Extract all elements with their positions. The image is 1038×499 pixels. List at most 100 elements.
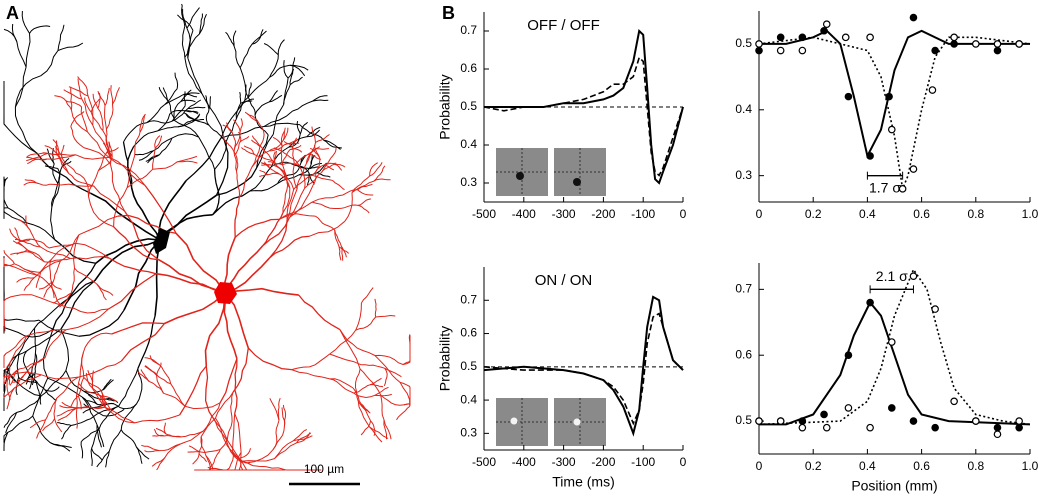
- dendrite: [263, 213, 284, 246]
- dendrite: [105, 407, 135, 423]
- y-tick-label: 0.3: [460, 175, 477, 189]
- dendrite: [237, 171, 240, 197]
- dendrite: [201, 418, 215, 437]
- x-tick-label: 1.0: [1022, 207, 1038, 221]
- neuron-drawing: [4, 4, 410, 470]
- dendrite: [339, 247, 341, 260]
- data-point: [951, 398, 957, 404]
- dendrite: [188, 30, 193, 58]
- dendrite: [361, 421, 371, 435]
- dendrite: [35, 328, 36, 353]
- dendrite: [269, 95, 282, 102]
- data-point: [1016, 418, 1022, 424]
- dendrite: [312, 196, 339, 203]
- dendrite: [4, 353, 6, 368]
- dendrite: [361, 288, 373, 303]
- dendrite: [339, 205, 358, 209]
- data-point: [932, 47, 938, 53]
- dendrite: [183, 93, 199, 95]
- y-tick-label: 0.7: [735, 282, 752, 296]
- dendrite: [82, 352, 84, 377]
- dendrite: [147, 121, 172, 123]
- dendrite: [164, 393, 186, 406]
- dendrite: [57, 423, 71, 426]
- dendrite: [215, 422, 240, 461]
- dendrite: [361, 365, 385, 369]
- dendrite: [54, 96, 71, 110]
- dendrite: [102, 379, 111, 390]
- x-tick-label: -200: [591, 455, 615, 469]
- dendrite: [221, 127, 264, 139]
- dendrite: [340, 330, 375, 356]
- inset-spot: [511, 418, 518, 425]
- data-point: [867, 34, 873, 40]
- dendrite: [4, 192, 8, 208]
- dendrite: [186, 138, 221, 180]
- data-point: [973, 418, 979, 424]
- dendrite: [147, 105, 165, 123]
- x-tick-label: 0.6: [913, 459, 930, 473]
- data-point: [994, 41, 1000, 47]
- x-axis-label: Time (ms): [552, 474, 614, 490]
- dendrite: [273, 105, 283, 135]
- dendrite: [8, 208, 27, 223]
- dendrite: [71, 87, 72, 110]
- dendrite: [206, 366, 216, 421]
- x-tick-label: -200: [591, 207, 615, 221]
- dendrite: [53, 261, 60, 282]
- dendrite: [361, 404, 369, 413]
- dendrite: [375, 394, 392, 395]
- dendrite: [186, 111, 198, 113]
- dendrite: [21, 295, 60, 305]
- dendrite: [79, 361, 122, 377]
- dendrite: [84, 148, 111, 165]
- panel-label: B: [442, 3, 455, 23]
- dendrite: [105, 106, 107, 130]
- dendrite: [316, 148, 329, 149]
- x-tick-label: 0: [756, 459, 763, 473]
- dendrite: [310, 221, 345, 236]
- dendrite: [292, 370, 330, 379]
- dendrite: [206, 293, 226, 366]
- dendrite: [7, 265, 38, 276]
- dendrite: [312, 165, 324, 175]
- data-point: [951, 41, 957, 47]
- dendrite: [177, 161, 197, 163]
- dendrite: [119, 369, 138, 406]
- dendrite: [299, 295, 340, 330]
- y-tick-label: 0.4: [460, 137, 477, 151]
- dendrite: [252, 136, 261, 147]
- x-tick-label: -100: [631, 207, 655, 221]
- dendrite: [8, 319, 39, 321]
- dendrite: [273, 137, 282, 146]
- dendrite: [235, 198, 239, 238]
- dendrite: [358, 199, 371, 206]
- y-tick-label: 0.6: [460, 326, 477, 340]
- series-line: [759, 270, 1030, 425]
- dendrite: [61, 329, 69, 370]
- dendrite: [193, 453, 199, 464]
- dendrite: [293, 101, 313, 111]
- dendrite: [240, 68, 246, 101]
- dendrite: [4, 263, 7, 265]
- dendrite: [136, 447, 149, 459]
- x-tick-label: 0.4: [859, 207, 876, 221]
- dendrite: [292, 354, 330, 370]
- x-tick-label: 0: [680, 207, 687, 221]
- x-tick-label: -300: [552, 455, 576, 469]
- data-point: [973, 41, 979, 47]
- dendrite: [171, 384, 186, 407]
- dendrite: [240, 44, 252, 67]
- dendrite: [255, 102, 269, 115]
- dendrite: [111, 85, 113, 104]
- dendrite: [60, 305, 108, 313]
- dendrite: [184, 91, 185, 105]
- dendrite: [381, 395, 384, 420]
- dendrite: [45, 387, 59, 392]
- chart-title: OFF / OFF: [527, 17, 600, 34]
- x-tick-label: 0: [680, 455, 687, 469]
- data-point: [932, 424, 938, 430]
- dendrite: [35, 304, 61, 328]
- data-point: [994, 431, 1000, 437]
- dendrite: [155, 136, 161, 149]
